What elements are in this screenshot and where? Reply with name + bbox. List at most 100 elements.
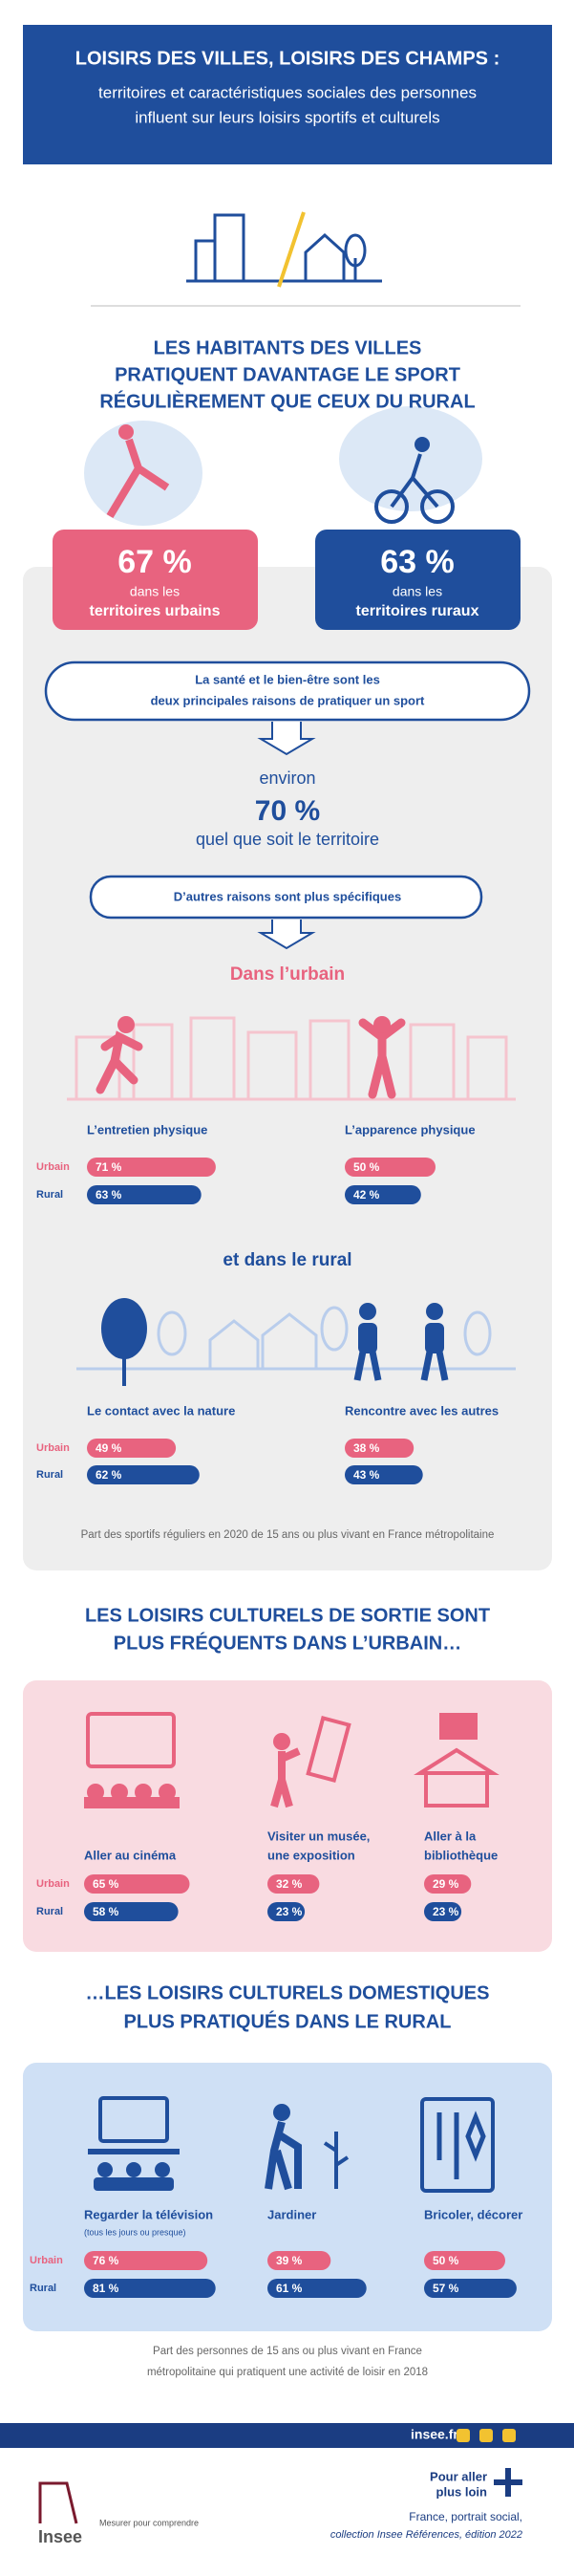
bar: [267, 2279, 367, 2298]
bar: [87, 1439, 177, 1458]
box-text: territoires urbains: [90, 603, 221, 619]
box-text: dans les: [393, 584, 442, 599]
sub-heading: Dans l’urbain: [230, 964, 345, 985]
subtitle: territoires et caractéristiques sociales…: [98, 83, 477, 101]
row-label: Urbain: [36, 1161, 70, 1173]
bar: [267, 1902, 306, 1921]
reference: France, portrait social,: [409, 2510, 522, 2523]
note: Part des sportifs réguliers en 2020 de 1…: [81, 1529, 495, 1541]
group-label: bibliothèque: [424, 1848, 498, 1862]
sport-panel: [23, 567, 552, 1570]
illustration: [339, 406, 482, 511]
bar-label: 50 %: [433, 2254, 459, 2267]
reasons-box: [44, 660, 531, 722]
bar-label: 81 %: [93, 2282, 119, 2295]
group-label: Rencontre avec les autres: [345, 1403, 499, 1418]
header-box: [23, 25, 552, 164]
group-label: L’entretien physique: [87, 1122, 207, 1136]
bar: [84, 2279, 216, 2298]
big-value: 67 %: [117, 544, 192, 580]
city-country-icon: [186, 213, 382, 283]
runner: [117, 1016, 135, 1033]
diy-icon: [420, 2097, 495, 2193]
museum-icon: [270, 1715, 351, 1808]
tree: [101, 1298, 147, 1359]
rural-box: [315, 530, 521, 630]
library-icon: [414, 1713, 500, 1808]
site[interactable]: insee.fr: [411, 2427, 458, 2442]
bar: [87, 1465, 200, 1484]
heading: LES LOISIRS CULTURELS DE SORTIE SONT: [85, 1605, 490, 1626]
runner: [96, 1030, 143, 1094]
bar-label: 23 %: [276, 1905, 303, 1918]
footer-bar: [0, 2423, 574, 2448]
bar-label: 29 %: [433, 1877, 459, 1891]
arrow: [257, 722, 316, 756]
note: métropolitaine qui pratiquent une activi…: [147, 2367, 428, 2378]
about: environ: [259, 768, 315, 788]
reasons-text: deux principales raisons de pratiquer un…: [151, 693, 425, 707]
bar-label: 23 %: [433, 1905, 459, 1918]
group-label: Aller à la: [424, 1829, 477, 1843]
heading: PLUS PRATIQUÉS DANS LE RURAL: [124, 2010, 452, 2032]
bar: [84, 2251, 208, 2270]
bar: [345, 1158, 436, 1177]
bar-label: 39 %: [276, 2254, 303, 2267]
bar-label: 50 %: [353, 1160, 380, 1174]
social-icons[interactable]: [457, 2429, 516, 2442]
other-text: D’autres raisons sont plus spécifiques: [174, 889, 401, 903]
tagline: Mesurer pour comprendre: [99, 2518, 199, 2527]
bar: [345, 1185, 421, 1204]
bar: [267, 2251, 331, 2270]
flexer: [373, 1016, 391, 1033]
plus: [494, 2468, 522, 2497]
group-label: Le contact avec la nature: [87, 1403, 235, 1418]
bar: [84, 1874, 190, 1894]
subtitle: influent sur leurs loisirs sportifs et c…: [135, 108, 439, 126]
more[interactable]: plus loin: [436, 2484, 488, 2499]
row-label: Rural: [30, 2283, 56, 2294]
title: LOISIRS DES VILLES, LOISIRS DES CHAMPS :: [75, 48, 500, 69]
illustration: [374, 453, 455, 524]
row-label: Rural: [36, 1189, 63, 1201]
group-label: Jardiner: [267, 2207, 316, 2221]
bar-label: 57 %: [433, 2282, 459, 2295]
cinema-icon: [86, 1712, 176, 1768]
box-text: territoires ruraux: [356, 603, 479, 619]
row-label: Urbain: [36, 1442, 70, 1454]
heading: LES HABITANTS DES VILLES: [154, 337, 422, 358]
bar-label: 58 %: [93, 1905, 119, 1918]
brand: Insee: [38, 2527, 82, 2546]
garden-icon: [265, 2104, 350, 2191]
bar-label: 61 %: [276, 2282, 303, 2295]
group-label: Aller au cinéma: [84, 1848, 177, 1862]
big-value: 63 %: [380, 544, 455, 580]
bar: [424, 2251, 505, 2270]
row-label: Urbain: [30, 2255, 63, 2266]
heading: PLUS FRÉQUENTS DANS L’URBAIN…: [114, 1632, 461, 1654]
bar: [345, 1439, 415, 1458]
bar: [424, 1874, 472, 1894]
row-label: Rural: [36, 1906, 63, 1917]
row-label: Urbain: [36, 1878, 70, 1890]
group-sublabel: (tous les jours ou presque): [84, 2227, 186, 2237]
bar: [345, 1465, 423, 1484]
bar: [424, 1902, 462, 1921]
heading: RÉGULIÈREMENT QUE CEUX DU RURAL: [99, 390, 475, 412]
common-value: 70 %: [255, 795, 320, 827]
sub-heading: et dans le rural: [223, 1250, 351, 1270]
bar: [84, 1902, 179, 1921]
row-label: Rural: [36, 1469, 63, 1481]
illustration: [415, 437, 430, 452]
bar-label: 32 %: [276, 1877, 303, 1891]
illustration: [118, 424, 134, 440]
walkers: [358, 1303, 444, 1353]
reference: collection Insee Références, édition 202…: [330, 2529, 522, 2541]
tv-icon: [88, 2096, 180, 2191]
group-label: Regarder la télévision: [84, 2207, 213, 2221]
more[interactable]: Pour aller: [430, 2469, 487, 2483]
arrow: [257, 920, 316, 950]
other-box: [89, 875, 483, 920]
group-label: L’apparence physique: [345, 1122, 476, 1136]
